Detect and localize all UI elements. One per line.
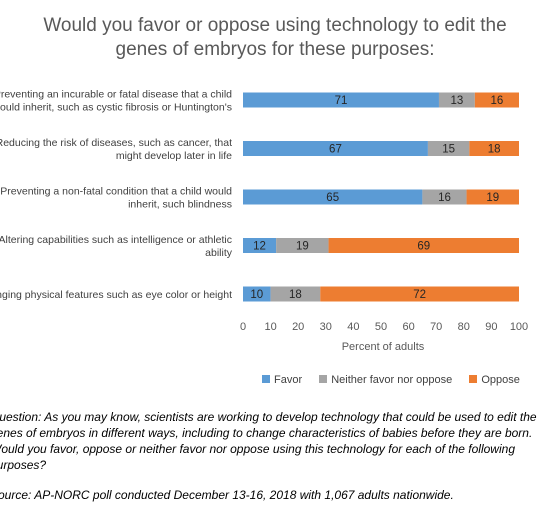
x-tick-label: 60 [402, 321, 414, 333]
category-labels: Preventing an incurable or fatal disease… [0, 89, 233, 302]
legend-swatch [262, 375, 270, 383]
chart-title-line: Would you favor or oppose using technolo… [43, 15, 507, 36]
legend-item-neither: Neither favor nor oppose [319, 374, 452, 386]
x-tick-label: 20 [292, 321, 304, 333]
x-tick-label: 40 [347, 321, 359, 333]
chart-footnote: Question: As you may know, scientists ar… [0, 409, 550, 503]
data-label: 18 [488, 144, 501, 156]
data-label: 65 [326, 192, 339, 204]
category-label-line: would inherit, such as cystic fibrosis o… [0, 102, 232, 114]
bar-segment [466, 189, 519, 205]
x-tick-label: 10 [264, 321, 276, 333]
legend-label: Neither favor nor oppose [331, 374, 453, 386]
category-label: Preventing an incurable or fatal disease… [0, 89, 232, 114]
data-label: 16 [438, 192, 451, 204]
legend-label: Oppose [481, 374, 520, 386]
category-label-line: Changing physical features such as eye c… [0, 289, 232, 301]
question-line: genes of embryos in different ways, incl… [0, 426, 533, 440]
data-label: 13 [451, 95, 464, 107]
data-label: 69 [417, 241, 430, 253]
data-label: 15 [442, 144, 455, 156]
category-label-line: Preventing an incurable or fatal disease… [0, 89, 232, 101]
bars: 71 13 16 67 15 18 65 16 19 12 19 69 10 18 72 [243, 92, 519, 302]
legend-swatch [469, 375, 478, 383]
x-tick-label: 50 [375, 321, 387, 333]
category-label-line: inherit, such blindness [128, 199, 232, 211]
chart-title: Would you favor or oppose using technolo… [0, 14, 550, 62]
category-label: Altering capabilities such as intelligen… [0, 234, 233, 259]
chart-title-line: genes of embryos for these purposes: [115, 39, 435, 60]
question-line: Question: As you may know, scientists ar… [0, 410, 537, 424]
bar-segment [243, 92, 439, 108]
bar-segment [427, 141, 470, 156]
x-tick-label: 70 [430, 321, 442, 333]
x-axis-title: Percent of adults [342, 341, 425, 353]
data-label: 71 [335, 95, 348, 107]
bar-segment [270, 286, 321, 302]
data-label: 19 [296, 241, 309, 253]
data-label: 19 [486, 192, 499, 204]
question-line: Would you favor, oppose or neither favor… [0, 442, 515, 456]
data-label: 72 [413, 289, 426, 301]
bar-segment [422, 189, 467, 205]
data-label: 10 [250, 289, 263, 301]
bar-segment [276, 238, 329, 253]
bar-segment [243, 189, 423, 205]
data-label: 18 [289, 289, 302, 301]
category-label-line: Preventing a non-fatal condition that a … [0, 186, 232, 198]
legend-label: Favor [274, 374, 303, 386]
category-label-line: Altering capabilities such as intelligen… [0, 234, 232, 246]
legend-item-oppose: Oppose [469, 374, 520, 386]
bar-segment [469, 141, 519, 156]
legend: Favor Neither favor nor oppose Oppose [262, 374, 534, 386]
bar-segment [438, 92, 475, 108]
category-label-line: might develop later in life [116, 150, 232, 162]
x-tick-label: 80 [458, 321, 470, 333]
data-label: 16 [491, 95, 504, 107]
x-tick-label: 30 [320, 321, 332, 333]
x-tick-label: 90 [485, 321, 497, 333]
data-label: 12 [253, 241, 266, 253]
bar-segment [243, 141, 428, 156]
bar-segment [328, 238, 519, 253]
question-line: purposes? [0, 458, 47, 472]
stacked-bar-chart: Preventing an incurable or fatal disease… [0, 89, 528, 354]
data-label: 67 [329, 144, 342, 156]
category-label: Preventing a non-fatal condition that a … [0, 186, 232, 211]
category-label: Changing physical features such as eye c… [0, 289, 232, 301]
bar-segment [243, 238, 277, 253]
bar-segment [474, 92, 519, 108]
legend-item-favor: Favor [262, 374, 302, 386]
legend-swatch [319, 375, 328, 383]
category-label: Reducing the risk of diseases, such as c… [0, 137, 232, 162]
x-tick-label: 0 [240, 321, 246, 333]
bar-segment [320, 286, 519, 302]
x-axis: 0 10 20 30 40 50 60 70 80 90 100 Percent of adults [240, 321, 528, 353]
bar-segment [243, 286, 271, 302]
x-tick-label: 100 [510, 321, 528, 333]
category-label-line: Reducing the risk of diseases, such as c… [0, 137, 232, 149]
source-note: Source: AP-NORC poll conducted December … [0, 488, 454, 502]
category-label-line: ability [205, 247, 233, 259]
